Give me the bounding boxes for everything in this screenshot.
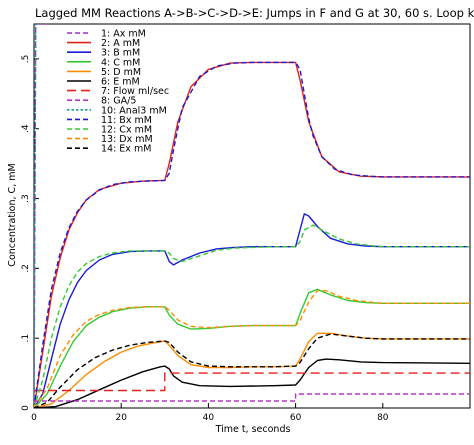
- legend-label: 13: Dx mM: [101, 134, 153, 145]
- y-tick-label: .3: [21, 194, 31, 203]
- series-line-8-ga-5: [34, 393, 470, 402]
- x-tick-label: 60: [290, 413, 302, 423]
- plot-frame: [33, 23, 471, 409]
- y-tick-label: .4: [21, 124, 31, 133]
- y-tick-label: 0: [21, 405, 31, 411]
- chart-title: Lagged MM Reactions A->B->C->D->E: Jumps…: [35, 6, 474, 20]
- y-tick-label: .2: [21, 264, 31, 273]
- series-line-4-c-mm: [34, 288, 470, 408]
- series-line-6-e-mm: [34, 358, 470, 408]
- y-tick-label: .1: [21, 334, 31, 343]
- legend-label: 8: GA/5: [101, 96, 136, 107]
- series-line-1-ax-mm: [34, 24, 48, 408]
- series-line-5-d-mm: [34, 332, 470, 408]
- legend-label: 2: A mM: [101, 38, 140, 49]
- x-tick-label: 0: [31, 413, 37, 423]
- legend-label: 11: Bx mM: [101, 115, 152, 126]
- y-tick-label: .5: [21, 55, 31, 64]
- series-line-13-dx-mm: [34, 290, 470, 408]
- legend-label: 14: Ex mM: [101, 144, 151, 155]
- y-axis-label: Concentration, C, mM: [7, 163, 18, 266]
- legend-label: 10: Anal3 mM: [101, 105, 167, 116]
- plot-area: 0 20 40 60 80 0 .1 .2 .3 .4 .5: [21, 23, 471, 423]
- legend-label: 7: Flow ml/sec: [101, 86, 169, 97]
- legend-label: 3: B mM: [101, 48, 140, 59]
- legend-label: 6: E mM: [101, 77, 140, 88]
- series-line-11-bx-mm: [34, 61, 470, 408]
- x-axis-label: Time t, seconds: [215, 424, 291, 435]
- series-line-14-ex-mm: [34, 333, 470, 408]
- legend: 1: Ax mM2: A mM3: B mM4: C mM5: D mM6: E…: [67, 29, 169, 155]
- x-tick-label: 80: [377, 413, 389, 423]
- legend-label: 1: Ax mM: [101, 29, 146, 40]
- series-line-7-flow-ml-sec: [34, 372, 470, 392]
- legend-label: 12: Cx mM: [101, 125, 152, 136]
- legend-label: 5: D mM: [101, 67, 141, 78]
- series-line-10-anal3-mm: [34, 24, 39, 408]
- legend-label: 4: C mM: [101, 57, 140, 68]
- series-line-12-cx-mm: [34, 224, 470, 408]
- x-tick-label: 20: [115, 413, 127, 423]
- x-tick-label: 40: [203, 413, 215, 423]
